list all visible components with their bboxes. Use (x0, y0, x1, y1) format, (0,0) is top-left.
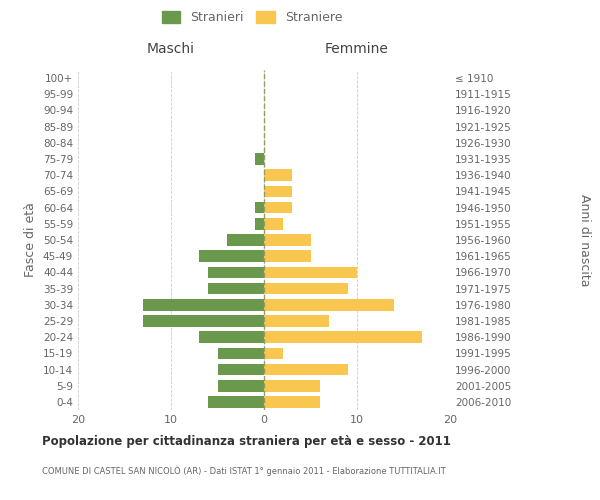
Bar (264, 218, 283, 230)
Text: COMUNE DI CASTEL SAN NICOLÒ (AR) - Dati ISTAT 1° gennaio 2011 - Elaborazione TUT: COMUNE DI CASTEL SAN NICOLÒ (AR) - Dati … (42, 465, 446, 475)
Bar (254, 218, 264, 230)
Bar (264, 348, 283, 359)
Bar (264, 396, 320, 407)
Bar (264, 380, 320, 392)
Bar (143, 299, 264, 310)
Text: Maschi: Maschi (147, 42, 195, 56)
Bar (254, 153, 264, 165)
Bar (264, 364, 348, 376)
Bar (227, 234, 264, 246)
Bar (199, 332, 264, 343)
Text: Popolazione per cittadinanza straniera per età e sesso - 2011: Popolazione per cittadinanza straniera p… (42, 435, 451, 448)
Bar (199, 250, 264, 262)
Bar (264, 234, 311, 246)
Bar (264, 315, 329, 327)
Bar (218, 348, 264, 359)
Bar (264, 332, 422, 343)
Bar (218, 364, 264, 376)
Text: Femmine: Femmine (325, 42, 389, 56)
Bar (264, 202, 292, 213)
Y-axis label: Anni di nascita: Anni di nascita (578, 194, 591, 286)
Y-axis label: Fasce di età: Fasce di età (25, 202, 37, 278)
Bar (264, 186, 292, 198)
Bar (264, 282, 348, 294)
Bar (208, 282, 264, 294)
Bar (208, 396, 264, 407)
Bar (218, 380, 264, 392)
Bar (264, 266, 357, 278)
Bar (254, 202, 264, 213)
Bar (264, 250, 311, 262)
Bar (264, 299, 394, 310)
Bar (208, 266, 264, 278)
Legend: Stranieri, Straniere: Stranieri, Straniere (161, 11, 343, 24)
Bar (264, 170, 292, 181)
Bar (143, 315, 264, 327)
